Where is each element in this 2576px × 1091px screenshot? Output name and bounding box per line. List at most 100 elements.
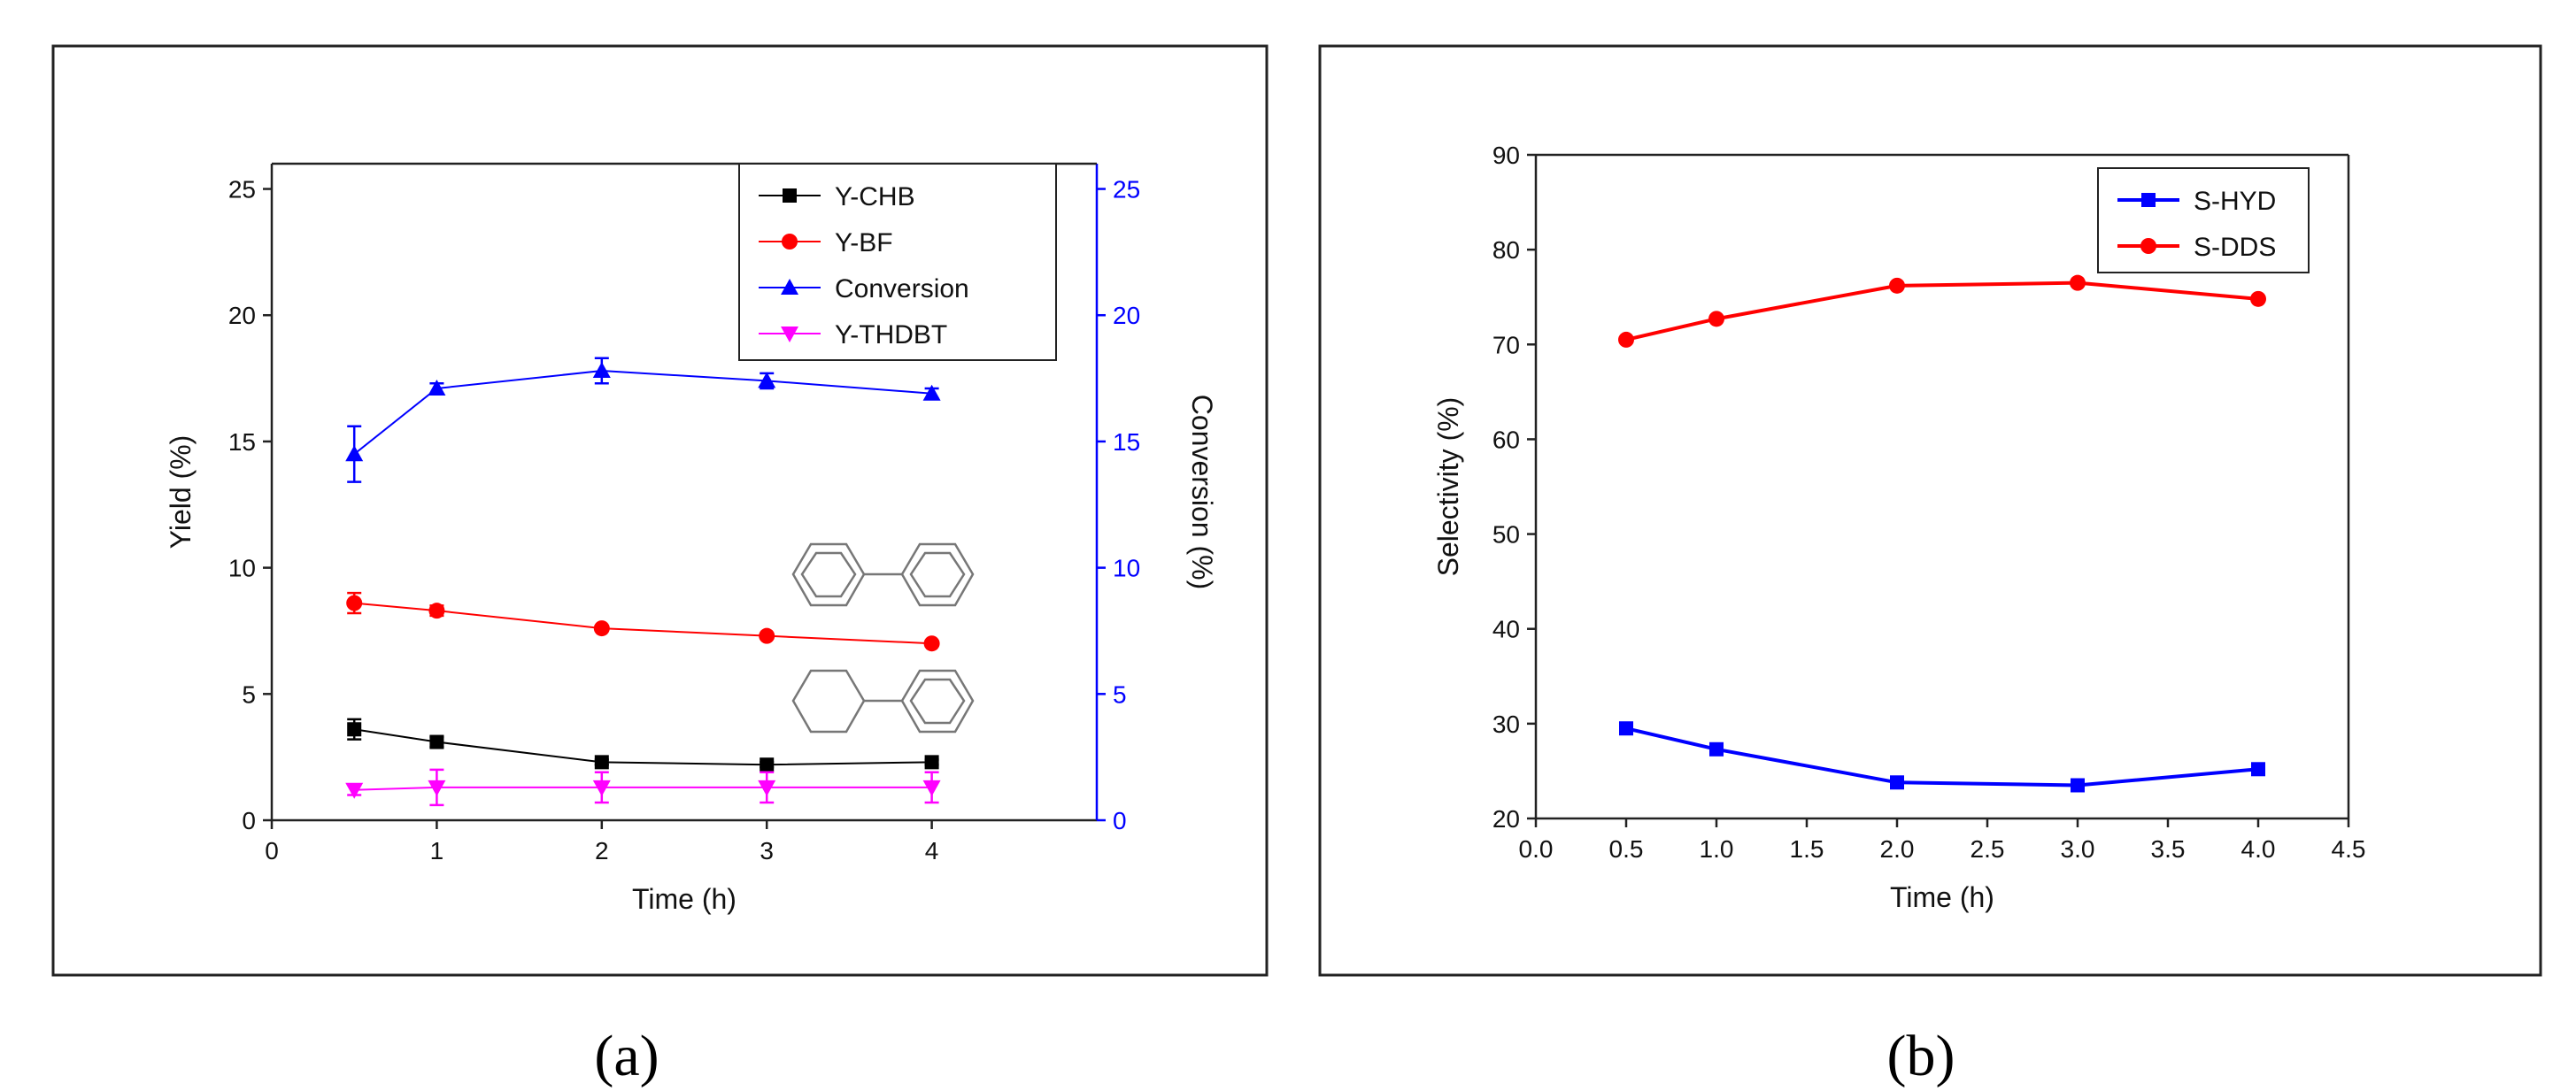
x-axis-title: Time (h) bbox=[632, 883, 737, 915]
legend-label: Conversion bbox=[835, 274, 969, 303]
series-s-dds bbox=[1618, 274, 2266, 348]
biphenyl-structure-icon bbox=[791, 542, 975, 607]
legend-label: Y-CHB bbox=[835, 182, 915, 211]
y2-tick-label: 5 bbox=[1113, 680, 1127, 708]
x-tick-label: 2.0 bbox=[1880, 835, 1915, 863]
legend-label: Y-THDBT bbox=[835, 320, 947, 350]
x-tick-label: 1.0 bbox=[1700, 835, 1734, 863]
x-tick-label: 4.5 bbox=[2332, 835, 2366, 863]
legend-label: S-HYD bbox=[2194, 187, 2276, 216]
y-tick-label: 40 bbox=[1492, 616, 1520, 643]
x-tick-label: 1.5 bbox=[1790, 835, 1824, 863]
data-point bbox=[2250, 290, 2266, 307]
data-point bbox=[2070, 274, 2086, 291]
data-point bbox=[429, 734, 444, 749]
y-tick-label: 80 bbox=[1492, 236, 1520, 264]
legend-marker bbox=[781, 327, 798, 342]
data-point bbox=[1619, 721, 1633, 736]
series-y-chb bbox=[347, 718, 939, 772]
data-point bbox=[345, 445, 364, 462]
data-point bbox=[759, 627, 775, 644]
data-point bbox=[922, 384, 941, 401]
x-axis-title: Time (h) bbox=[1890, 881, 1994, 913]
panel-b-label: (b) bbox=[1887, 1024, 1955, 1088]
x-tick-label: 2.5 bbox=[1971, 835, 2005, 863]
legend-marker bbox=[2141, 193, 2156, 207]
y-tick-label: 30 bbox=[1492, 711, 1520, 738]
data-point bbox=[924, 755, 939, 770]
legend-marker bbox=[782, 234, 798, 250]
data-point bbox=[923, 635, 940, 652]
y2-tick-label: 25 bbox=[1113, 176, 1140, 204]
y2-axis-title: Conversion (%) bbox=[1186, 395, 1218, 590]
y-tick-label: 60 bbox=[1492, 426, 1520, 453]
y-tick-label: 15 bbox=[228, 428, 256, 456]
legend: S-HYD S-DDS bbox=[2097, 167, 2310, 273]
data-point bbox=[760, 757, 775, 772]
y-tick-label: 10 bbox=[228, 555, 256, 582]
y2-tick-label: 15 bbox=[1113, 428, 1140, 456]
legend-label: S-DDS bbox=[2194, 233, 2276, 262]
x-tick-label: 4 bbox=[925, 837, 939, 864]
data-point bbox=[1708, 311, 1724, 327]
panel-a-frame bbox=[51, 44, 1269, 977]
y-axis-title: Yield (%) bbox=[165, 435, 197, 549]
series-y-thdbt bbox=[345, 768, 941, 807]
data-point bbox=[1618, 331, 1634, 348]
data-point bbox=[758, 372, 776, 388]
x-tick-label: 0.0 bbox=[1519, 835, 1554, 863]
data-point bbox=[922, 780, 941, 796]
data-point bbox=[592, 780, 611, 796]
x-tick-label: 3.5 bbox=[2151, 835, 2186, 863]
y-tick-label: 50 bbox=[1492, 521, 1520, 549]
data-point bbox=[428, 603, 445, 619]
series-line bbox=[1625, 280, 2259, 342]
y-tick-label: 90 bbox=[1492, 142, 1520, 169]
legend-marker bbox=[783, 188, 797, 203]
data-point bbox=[347, 722, 362, 737]
data-point bbox=[758, 780, 776, 796]
chart-a: 0 1 2 3 4 0 5 10 15 20 25 0 5 10 15 20 25 Time (h) Yield (… bbox=[165, 162, 1218, 915]
y2-tick-label: 0 bbox=[1113, 807, 1127, 834]
data-point bbox=[346, 595, 363, 611]
data-point bbox=[345, 782, 364, 799]
y-tick-label: 0 bbox=[242, 807, 256, 834]
y-tick-label: 70 bbox=[1492, 331, 1520, 358]
data-point bbox=[592, 362, 611, 379]
x-tick-label: 3 bbox=[760, 837, 774, 864]
chart-b: 0.0 0.5 1.0 1.5 2.0 2.5 3.0 3.5 4.0 4.5 20 30 40 50 60… bbox=[1432, 142, 2365, 913]
data-point bbox=[428, 379, 446, 396]
data-point bbox=[594, 755, 609, 770]
x-tick-label: 4.0 bbox=[2241, 835, 2276, 863]
data-point bbox=[428, 780, 446, 796]
y2-tick-label: 20 bbox=[1113, 302, 1140, 329]
x-tick-label: 0.5 bbox=[1609, 835, 1644, 863]
data-point bbox=[1709, 741, 1724, 757]
x-tick-label: 3.0 bbox=[2061, 835, 2095, 863]
x-tick-label: 0 bbox=[265, 837, 279, 864]
cyclohexylbenzene-structure-icon bbox=[791, 669, 975, 734]
panel-b-frame bbox=[1318, 44, 2542, 977]
series-y-bf bbox=[346, 591, 940, 652]
data-point bbox=[2071, 778, 2085, 793]
y-tick-label: 20 bbox=[228, 302, 256, 329]
legend-box bbox=[2097, 167, 2310, 273]
x-tick-label: 2 bbox=[595, 837, 609, 864]
y-tick-label: 25 bbox=[228, 176, 256, 204]
y-tick-label: 5 bbox=[242, 680, 256, 708]
series-s-hyd bbox=[1619, 721, 2265, 793]
data-point bbox=[1889, 277, 1905, 294]
data-point bbox=[2251, 762, 2265, 777]
legend-marker bbox=[2140, 238, 2156, 254]
legend-marker bbox=[781, 279, 798, 295]
data-point bbox=[593, 620, 610, 637]
panel-a-label: (a) bbox=[594, 1024, 659, 1088]
legend: Y-CHB Y-BF Conversion Y-THDBT bbox=[738, 163, 1057, 361]
series-line bbox=[1625, 726, 2259, 788]
legend-label: Y-BF bbox=[835, 228, 893, 257]
data-point bbox=[1890, 775, 1904, 790]
y-axis-title: Selectivity (%) bbox=[1432, 397, 1464, 577]
x-tick-label: 1 bbox=[430, 837, 444, 864]
y-tick-label: 20 bbox=[1492, 805, 1520, 833]
